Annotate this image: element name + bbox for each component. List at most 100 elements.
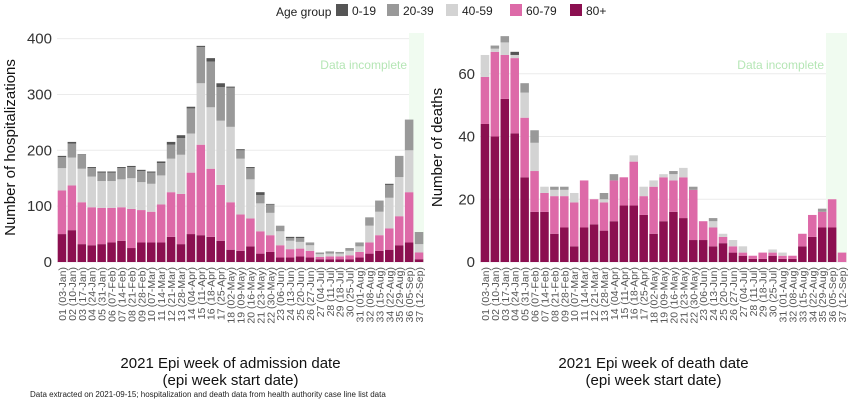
bar-segment-80+	[305, 257, 315, 262]
legend-item-40-59: 40-59	[446, 4, 493, 18]
x-tick-label: 14 (04-Apr)	[609, 267, 621, 320]
bar-segment-40-59	[375, 211, 384, 236]
bar-segment-20-39	[285, 237, 295, 241]
bar-segment-80+	[275, 257, 285, 262]
x-tick-label: 37 (12-Sep)	[837, 267, 849, 322]
bar-segment-40-59	[365, 225, 374, 243]
bar-segment-60-79	[490, 51, 500, 137]
bar-segment-40-59	[355, 246, 364, 252]
bar-segment-60-79	[146, 211, 156, 243]
bar-segment-0-19	[206, 58, 216, 62]
bar-segment-40-59	[216, 120, 225, 185]
bar-segment-0-19	[176, 135, 186, 138]
bar-segment-80+	[77, 244, 87, 262]
x-tick-label: 24 (13-Jun)	[708, 267, 720, 321]
x-tick-label: 23 (06-Jun)	[275, 267, 287, 321]
bar-segment-60-79	[520, 117, 529, 178]
bar-segment-0-19	[97, 171, 106, 173]
x-tick-label: 19 (09-May)	[659, 267, 671, 324]
x-tick-label: 16 (18-Apr)	[629, 267, 641, 320]
y-tick-label: 40	[458, 129, 475, 146]
x-tick-label: 05 (31-Jan)	[97, 267, 109, 321]
bar-segment-60-79	[530, 171, 539, 212]
bar-segment-60-79	[196, 144, 206, 236]
x-tick-label: 36 (05-Sep)	[404, 267, 416, 322]
x-tick-label: 33 (15-Aug)	[374, 267, 386, 322]
bar-segment-80+	[236, 250, 245, 262]
legend-item-80+: 80+	[570, 4, 606, 18]
bar-segment-80+	[156, 242, 166, 262]
bar-segment-40-59	[67, 157, 77, 186]
data-incomplete-label: Data incomplete	[737, 58, 824, 72]
bar-segment-40-59	[137, 182, 146, 211]
legend-item-0-19: 0-19	[336, 4, 376, 18]
bar-segment-80+	[375, 250, 384, 262]
bar-segment-60-79	[166, 192, 176, 237]
legend-label: 0-19	[352, 4, 376, 18]
bar-segment-40-59	[226, 126, 235, 203]
bar-segment-20-39	[186, 108, 196, 134]
bar-segment-80+	[530, 211, 539, 262]
bar-segment-80+	[728, 252, 738, 262]
x-tick-label: 05 (31-Jan)	[520, 267, 532, 321]
bar-segment-60-79	[156, 204, 166, 243]
bar-segment-20-39	[137, 170, 146, 183]
x-tick-label: 29 (18-Jul)	[758, 267, 770, 317]
x-tick-label: 04 (24-Jan)	[510, 267, 522, 321]
bar-segment-60-79	[394, 216, 404, 246]
bar-segment-80+	[639, 214, 648, 262]
bar-segment-80+	[335, 259, 344, 262]
bar-segment-80+	[226, 249, 235, 262]
bar-segment-0-19	[186, 106, 196, 109]
bar-segment-0-19	[414, 232, 424, 233]
bar-segment-60-79	[480, 76, 490, 124]
bar-segment-20-39	[246, 168, 255, 180]
x-tick-label: 22 (30-May)	[265, 267, 277, 324]
x-tick-label: 01 (03-Jan)	[480, 267, 492, 321]
legend-swatch	[336, 4, 348, 16]
bar-segment-80+	[659, 221, 668, 262]
bar-segment-40-59	[186, 133, 196, 173]
bar-segment-80+	[669, 211, 678, 262]
bar-segment-20-39	[107, 172, 116, 182]
x-axis-title: 2021 Epi week of admission date	[120, 355, 340, 372]
x-tick-label: 06 (07-Feb)	[530, 267, 542, 322]
x-tick-label: 04 (24-Jan)	[87, 267, 99, 321]
x-tick-label: 03 (17-Jan)	[77, 267, 89, 321]
bar-segment-80+	[510, 133, 519, 262]
x-tick-label: 28 (11-Jul)	[325, 267, 337, 316]
bar-segment-60-79	[569, 202, 579, 247]
x-tick-label: 28 (11-Jul)	[748, 267, 760, 316]
bar-segment-60-79	[385, 228, 394, 250]
bar-segment-0-19	[265, 203, 275, 205]
bar-segment-40-59	[510, 54, 519, 59]
bar-segment-80+	[827, 227, 837, 262]
bar-segment-40-59	[480, 54, 490, 77]
bar-segment-40-59	[385, 197, 394, 229]
bar-segment-80+	[295, 256, 305, 262]
bar-segment-0-19	[67, 141, 77, 144]
bar-segment-80+	[758, 258, 767, 262]
bar-segment-20-39	[669, 171, 678, 175]
x-tick-label: 30 (25-Jul)	[345, 267, 357, 317]
bar-segment-80+	[265, 251, 275, 262]
bar-segment-80+	[385, 249, 394, 262]
x-tick-label: 20 (16-May)	[245, 267, 257, 324]
bar-segment-20-39	[196, 46, 206, 84]
x-tick-label: 35 (29-Aug)	[394, 267, 406, 322]
bar-segment-80+	[808, 236, 817, 262]
x-tick-label: 16 (18-Apr)	[206, 267, 218, 320]
bar-segment-80+	[629, 205, 639, 262]
bar-segment-40-59	[550, 189, 559, 197]
bar-segment-40-59	[679, 167, 688, 178]
bar-segment-80+	[365, 253, 374, 262]
bar-segment-80+	[166, 236, 176, 262]
bar-segment-40-59	[414, 244, 424, 253]
bar-segment-80+	[768, 255, 777, 262]
x-tick-label: 08 (21-Feb)	[549, 267, 561, 322]
x-tick-label: 25 (20-Jun)	[718, 267, 730, 321]
bar-segment-40-59	[560, 189, 569, 197]
x-tick-label: 37 (12-Sep)	[414, 267, 426, 322]
bar-segment-80+	[609, 221, 619, 262]
